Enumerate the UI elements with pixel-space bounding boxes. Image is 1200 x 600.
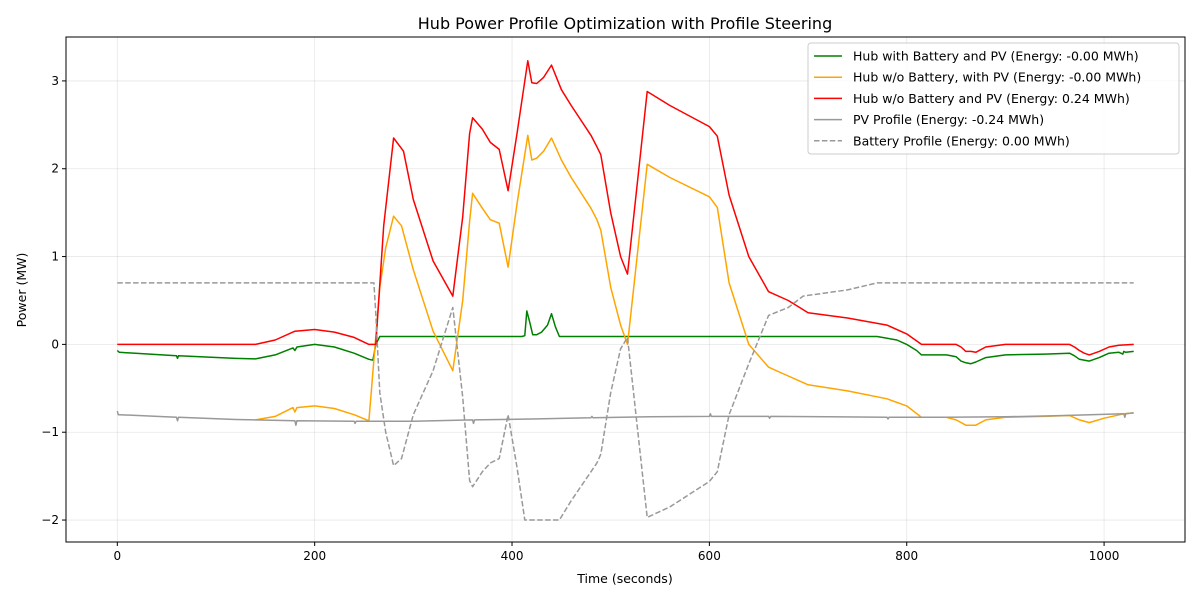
series-line-3 [116,410,1134,426]
legend-entry-label: Hub w/o Battery, with PV (Energy: -0.00 … [853,70,1141,85]
y-tick-label: −2 [41,513,59,527]
y-tick-label: 0 [51,337,59,351]
x-tick-label: 200 [303,549,326,563]
axis-ticks: 0 200 400 600 800 1000 −2 −1 0 1 2 3 [41,74,1119,563]
x-axis-label: Time (seconds) [576,571,672,586]
plot-area-frame [65,36,1186,543]
legend-entry-label: Hub w/o Battery and PV (Energy: 0.24 MWh… [853,91,1130,106]
y-tick-label: 3 [51,74,59,88]
series-line-0 [116,310,1134,365]
x-tick-label: 1000 [1089,549,1120,563]
y-tick-label: 1 [51,250,59,264]
y-axis-label: Power (MW) [14,253,29,328]
legend: Hub with Battery and PV (Energy: -0.00 M… [807,42,1180,155]
y-tick-label: −1 [41,425,59,439]
series-line-1 [255,134,1134,426]
series-line-2 [117,59,1134,356]
legend-entry-label: Hub with Battery and PV (Energy: -0.00 M… [853,49,1139,64]
x-tick-label: 800 [895,549,918,563]
legend-box [807,42,1180,155]
series-lines [116,59,1134,521]
x-tick-label: 400 [501,549,524,563]
y-tick-label: 2 [51,162,59,176]
x-tick-label: 600 [698,549,721,563]
legend-entry-label: Battery Profile (Energy: 0.00 MWh) [853,133,1070,148]
chart-title: Hub Power Profile Optimization with Prof… [418,14,832,33]
series-line-4 [117,282,1134,521]
x-tick-label: 0 [113,549,121,563]
legend-entry-label: PV Profile (Energy: -0.24 MWh) [853,112,1044,127]
